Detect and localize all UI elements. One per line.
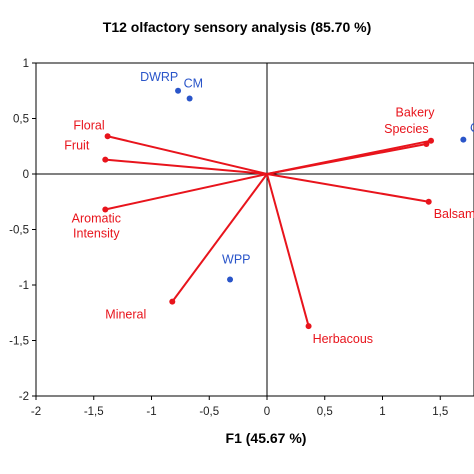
- observation-point: [460, 136, 467, 143]
- variable-label: Aromatic: [72, 212, 121, 226]
- variable-label: Balsam: [434, 207, 474, 221]
- variable-label: Floral: [73, 118, 104, 132]
- vector-endpoint: [102, 156, 109, 163]
- x-axis-title: F1 (45.67 %): [226, 430, 307, 446]
- vector-endpoint: [423, 141, 430, 148]
- y-tick-label: -1: [19, 280, 29, 292]
- y-tick-label: 0,5: [13, 114, 29, 126]
- x-tick-label: -0,5: [199, 406, 219, 418]
- observation-points: [175, 87, 467, 283]
- observation-label: CM: [184, 77, 203, 91]
- vector-line: [107, 135, 268, 175]
- vector-endpoint: [425, 198, 432, 205]
- variable-label: Bakery: [396, 106, 436, 120]
- vector-endpoint: [102, 206, 109, 213]
- observation-label: WPP: [222, 252, 250, 266]
- observation-label: DWRP: [140, 70, 178, 84]
- y-tick-label: -1,5: [9, 336, 29, 348]
- variable-vectors: [102, 133, 435, 330]
- vector-line: [266, 173, 310, 327]
- x-tick-label: 1: [379, 406, 385, 418]
- x-tick-label: 1,5: [432, 406, 448, 418]
- x-axis-ticks: -2 -1,5 -1 -0,5 0 0,5 1 1,5: [31, 396, 448, 418]
- vector-line: [105, 158, 268, 175]
- partial-label: C: [470, 121, 474, 135]
- vector-line: [105, 173, 268, 211]
- variable-label: Herbacous: [313, 332, 373, 346]
- vector-endpoint: [169, 298, 176, 305]
- observation-point: [186, 95, 193, 102]
- variable-label: Intensity: [73, 227, 120, 241]
- vector-endpoint: [428, 137, 435, 144]
- vector-endpoint: [305, 323, 312, 330]
- observation-point: [175, 87, 182, 94]
- x-tick-label: 0,5: [317, 406, 333, 418]
- x-tick-label: -1,5: [84, 406, 104, 418]
- vector-line: [171, 173, 268, 303]
- x-tick-label: -1: [146, 406, 156, 418]
- vector-endpoint: [104, 133, 111, 140]
- y-axis-ticks: 1 0,5 0 -0,5 -1 -1,5 -2: [9, 58, 36, 403]
- y-tick-label: 0: [23, 169, 29, 181]
- vector-line: [266, 173, 429, 203]
- x-tick-label: -2: [31, 406, 41, 418]
- x-tick-label: 0: [264, 406, 270, 418]
- y-tick-label: 1: [23, 58, 29, 70]
- chart-title: T12 olfactory sensory analysis (85.70 %): [103, 19, 371, 35]
- vector-line: [266, 143, 427, 175]
- variable-label: Mineral: [105, 308, 146, 322]
- y-tick-label: -2: [19, 391, 29, 403]
- y-tick-label: -0,5: [9, 225, 29, 237]
- variable-label: Fruit: [64, 139, 90, 153]
- variable-label: Species: [384, 122, 428, 136]
- observation-point: [227, 276, 234, 283]
